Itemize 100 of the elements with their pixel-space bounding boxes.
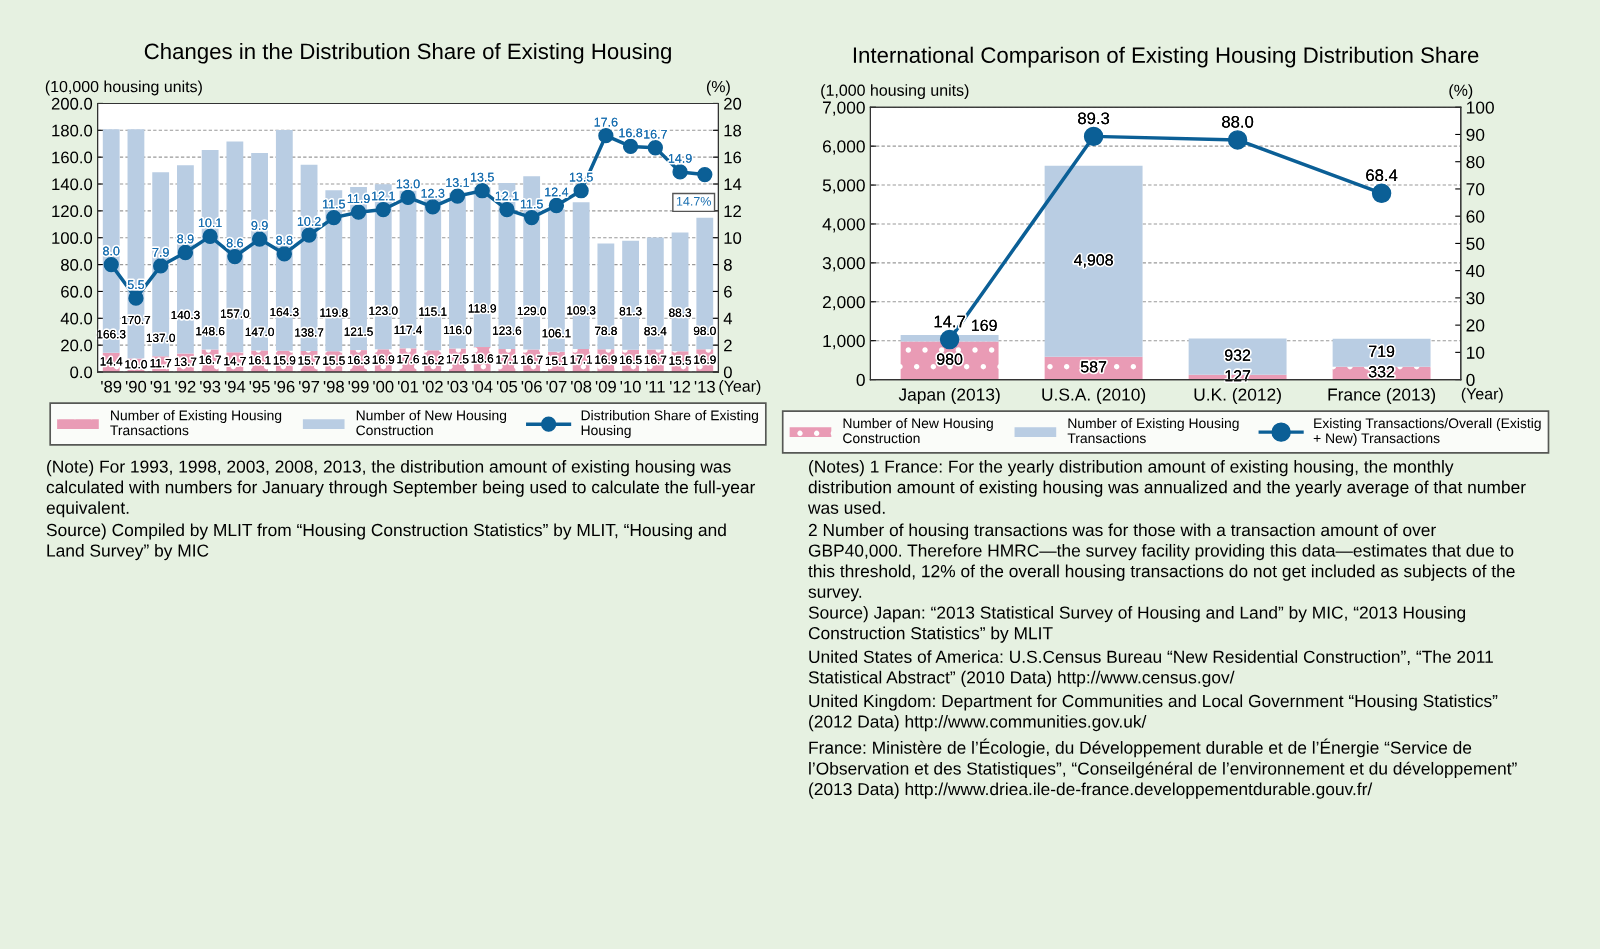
x-tick-label: '04	[472, 380, 493, 393]
y2-tick-label: 0	[723, 366, 732, 379]
data-label: 15.1	[545, 356, 568, 366]
legend-label: Existing Transactions/Overall (Existig + New) Transactions	[1313, 418, 1541, 446]
data-label: 81.3	[619, 307, 642, 316]
x-tick-label: France (2013)	[1328, 387, 1436, 405]
data-label: 12.1	[495, 191, 519, 201]
data-label: 119.8	[320, 308, 348, 317]
x-tick-label: '06	[521, 380, 542, 393]
point	[400, 189, 416, 206]
y2-tick-label: 18	[724, 124, 742, 137]
data-label: 932	[1225, 349, 1251, 361]
point	[276, 246, 292, 262]
data-label: 5.5	[127, 280, 145, 290]
data-label: 89.3	[1078, 112, 1110, 125]
x-tick-label: '05	[496, 380, 518, 393]
data-label: 170.7	[122, 315, 151, 325]
data-label: 332	[1368, 366, 1395, 378]
data-label: 88.0	[1222, 115, 1254, 128]
data-label: 13.5	[470, 172, 494, 182]
data-label: 8.9	[177, 234, 194, 244]
data-label: 15.5	[669, 356, 692, 365]
point	[326, 209, 342, 226]
data-label: 117.4	[394, 325, 422, 334]
y2-tick-label: 2	[724, 339, 732, 352]
x-tick-label: '96	[274, 380, 295, 393]
y-tick-label: 0.0	[70, 366, 93, 379]
point	[1371, 183, 1392, 204]
x-tick-label: Japan (2013)	[898, 387, 1000, 405]
x-tick-label: '98	[323, 380, 344, 393]
legend-label: Number of New Housing Construction	[843, 418, 993, 444]
y-tick-label: 6,000	[822, 140, 865, 155]
data-label: 10.0	[125, 360, 147, 369]
y2-tick-label: 0	[1466, 373, 1475, 387]
data-label: 11.7	[150, 359, 172, 368]
data-label: 16.9	[372, 355, 395, 364]
data-label: 16.3	[347, 355, 370, 365]
bar	[597, 243, 615, 350]
data-label: 8.6	[226, 238, 244, 248]
data-label: 115.1	[419, 307, 447, 316]
data-label: 148.6	[196, 326, 225, 336]
x-tick-label: '12	[670, 380, 691, 393]
y-tick-label: 7,000	[822, 101, 865, 116]
point	[697, 166, 713, 183]
point	[153, 258, 169, 274]
data-label: 11.5	[520, 199, 543, 209]
point	[103, 256, 119, 273]
x-tick-label: '93	[200, 380, 221, 393]
point	[375, 201, 391, 218]
y-tick-label: 3,000	[822, 257, 865, 272]
y-tick-label: 100.0	[52, 232, 93, 244]
y-tick-label: 0	[856, 373, 865, 387]
x-tick-label: '09	[595, 380, 616, 393]
y-tick-label: 2,000	[822, 295, 865, 311]
data-label: 140.3	[171, 310, 200, 320]
data-label: 719	[1369, 345, 1395, 357]
data-label: 13.1	[446, 178, 470, 187]
text: United Kingdom: Department for Communities and Local Government “Housing Statistics” (2012 Data) http://www.communities.gov.uk/	[809, 694, 1498, 732]
data-label: 16.7	[521, 355, 543, 364]
data-label: 15.9	[273, 356, 296, 365]
data-label: 17.6	[594, 117, 618, 127]
x-tick-label: U.S.A. (2010)	[1042, 387, 1146, 405]
data-label: 7.9	[152, 247, 169, 257]
y-tick-label: 5,000	[822, 179, 865, 194]
x-tick-label: '94	[224, 380, 246, 393]
point	[474, 183, 490, 199]
source-note: Source) Compiled by MLIT from “Housing Construction Statistics” by MLIT, “Housing and Land Survey” by MIC	[46, 523, 726, 561]
y-tick-label: 200.0	[51, 97, 93, 110]
point	[548, 197, 565, 214]
y2-tick-label: 90	[1466, 128, 1485, 141]
point	[672, 164, 688, 180]
y-tick-label: 40.0	[60, 312, 93, 325]
point	[128, 290, 144, 306]
data-label: 16.9	[694, 355, 716, 364]
point	[622, 138, 639, 155]
data-label: 15.7	[298, 356, 320, 365]
x-tick-label: '89	[101, 380, 122, 393]
data-label: 12.3	[421, 188, 445, 198]
y2-tick-label: 60	[1466, 210, 1485, 223]
data-label: 17.6	[397, 355, 419, 364]
point	[647, 140, 663, 156]
point	[598, 128, 614, 144]
data-label: 138.7	[295, 328, 324, 337]
point	[251, 231, 268, 247]
text: United States of America: U.S.Census Bureau “New Residential Construction”, “The 2011 Statistical Abstract” (2010 Data) http://www.census.gov/	[808, 650, 1493, 687]
y2-tick-label: 40	[1466, 264, 1485, 278]
y2-tick-label: 10	[724, 232, 742, 244]
chart-title: Changes in the Distribution Share of Existing Housing	[144, 42, 671, 64]
y-axis-title: (1,000 housing units)	[821, 84, 969, 100]
text: (Note) For 1993, 1998, 2003, 2008, 2013, the distribution amount of existing housing was calculated with numbers for January through September being used to calculate the full-year equivalent.	[46, 460, 756, 518]
x-tick-label: '11	[645, 380, 665, 393]
y2-tick-label: 20	[1466, 319, 1485, 332]
y2-axis-title: (%)	[1449, 84, 1473, 100]
y-tick-label: 160.0	[52, 151, 93, 164]
y2-tick-label: 50	[1466, 237, 1485, 250]
y-tick-label: 20.0	[61, 339, 93, 352]
data-label: 16.5	[620, 355, 642, 365]
y2-tick-label: 70	[1466, 183, 1485, 196]
point	[425, 199, 441, 215]
data-label: 147.0	[245, 327, 274, 337]
